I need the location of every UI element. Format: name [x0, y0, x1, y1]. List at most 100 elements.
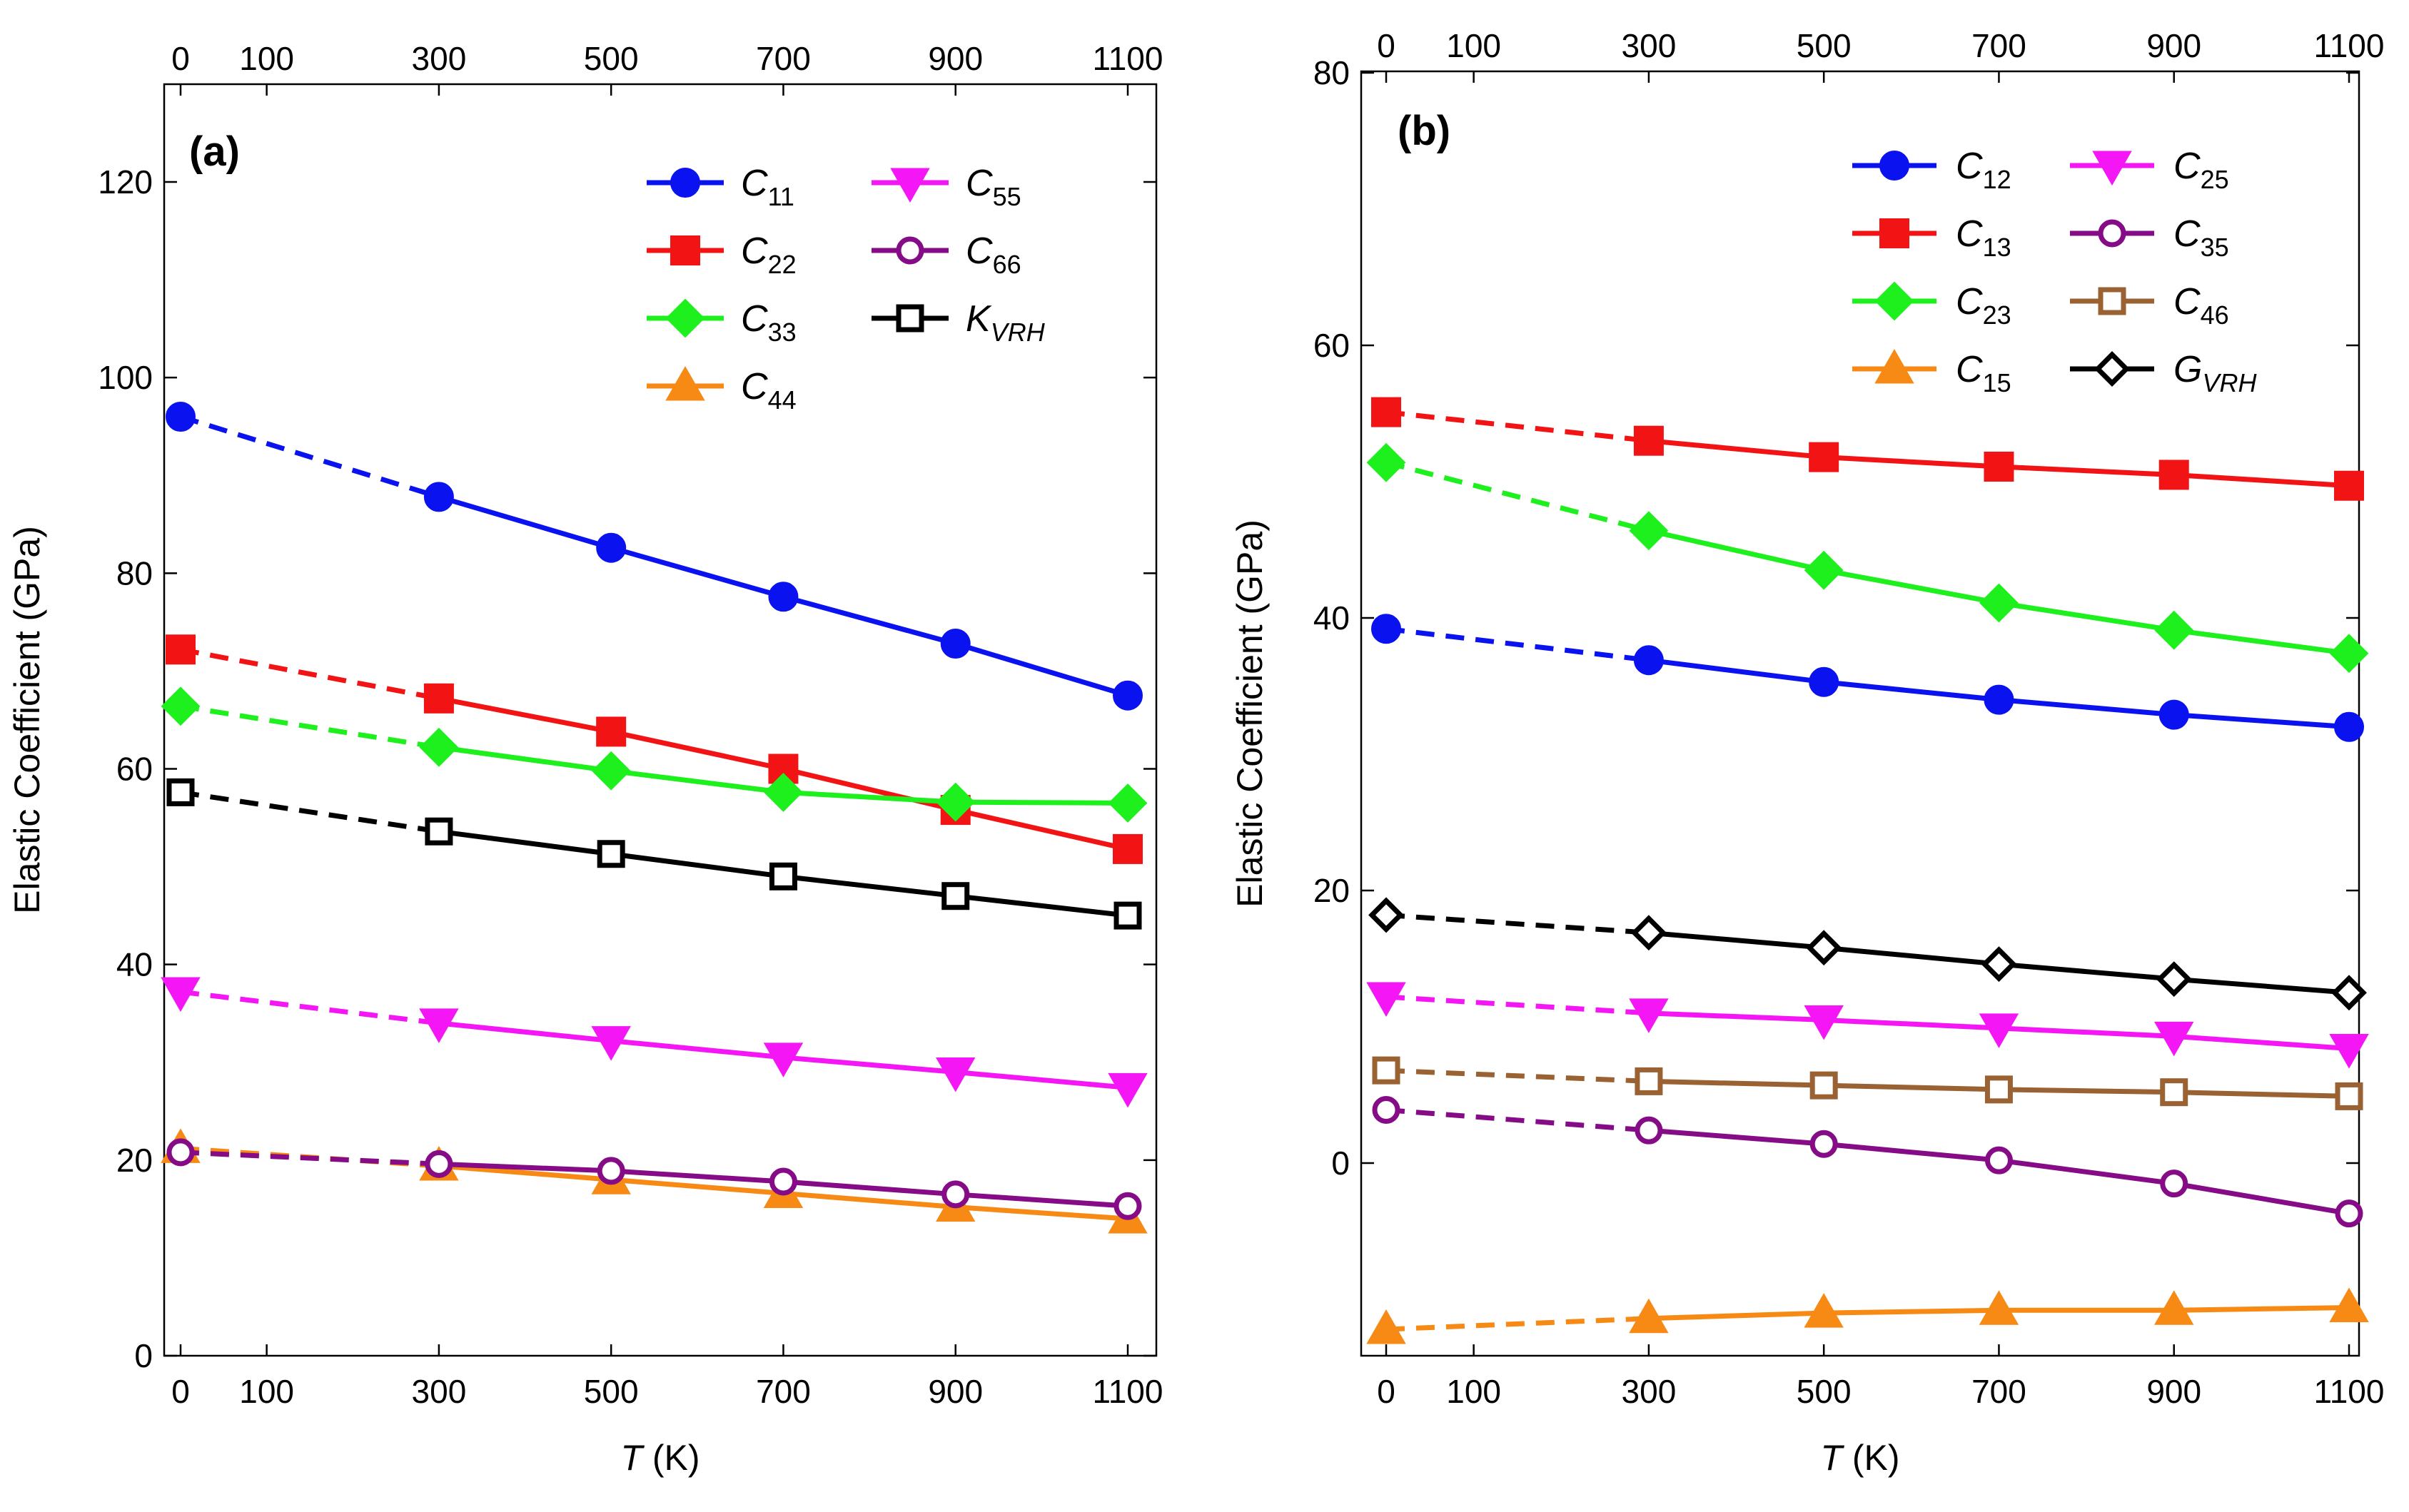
- panel-b-series-C23-point: [1804, 550, 1844, 590]
- panel-a-series-C33-point: [591, 751, 631, 791]
- panel-b-series-C12-point: [1633, 645, 1664, 676]
- panel-a-series-C33-point: [161, 686, 201, 726]
- panel-b-series-C13: [1371, 397, 2364, 501]
- panel-b-series-C46-point: [2160, 1078, 2188, 1107]
- panel-b-series-GVRH-point: [2331, 975, 2367, 1011]
- panel-a-series-C55-point: [161, 977, 201, 1013]
- panel-a-legend-marker-C11: [670, 168, 700, 198]
- panel-b-legend-marker-C46: [2098, 287, 2126, 315]
- panel-b-series-C35-point: [1372, 1096, 1400, 1125]
- panel-b-legend-label-C13-base: C: [1956, 213, 1983, 255]
- panel-b-legend-marker-C35: [2098, 219, 2126, 248]
- panel-a-series-C55-point: [936, 1057, 976, 1092]
- panel-b-x-tick-label-top: 1100: [2314, 27, 2385, 64]
- panel-b-legend-label-C13: C13: [1956, 213, 2011, 262]
- panel-a-legend-label-KVRH-base: K: [966, 298, 992, 340]
- panel-a-series-C11-point: [166, 402, 196, 432]
- panel-b-series-C23-point: [1629, 511, 1669, 551]
- panel-a-series-C11-point: [423, 482, 454, 512]
- panel-b-series-C15-point: [2329, 1287, 2369, 1322]
- panel-a-x-tick-label-top: 0: [171, 40, 190, 77]
- panel-b-series-C12-dashed-segment: [1385, 626, 1650, 663]
- panel-a-series-C66-point: [941, 1180, 970, 1209]
- panel-a-x-tick-label-bottom: 500: [584, 1373, 639, 1410]
- panel-b-series-C12-point: [2158, 699, 2189, 730]
- panel-b-legend-marker-C13: [1879, 218, 1909, 248]
- panel-b-series-C23-point: [1979, 583, 2019, 623]
- panel-b-series-C13-point: [2158, 460, 2189, 490]
- panel-a-series-C22-point: [166, 634, 196, 665]
- panel-a-series-C11-dashed-segment: [179, 414, 440, 499]
- panel-a-series-C33-point: [936, 782, 976, 822]
- panel-a-legend-label-C66-subscript: 66: [993, 250, 1021, 279]
- panel-b-x-tick-label-bottom: 100: [1446, 1373, 1501, 1410]
- panel-a-legend-entry-KVRH: KVRH: [872, 298, 1046, 347]
- panel-a-series-C22-point: [596, 716, 627, 747]
- panel-b-legend-label-GVRH-base: G: [2173, 349, 2202, 390]
- panel-b-legend-marker-C23: [1874, 281, 1914, 321]
- panel-a-x-tick-label-bottom: 700: [756, 1373, 811, 1410]
- panel-a-legend-label-C55-subscript: 55: [993, 182, 1021, 211]
- panel-a-y-tick-label: 100: [98, 359, 153, 396]
- panel-a-x-tick-label-bottom: 300: [412, 1373, 467, 1410]
- panel-a-legend-label-KVRH-subscript: VRH: [991, 318, 1046, 347]
- panel-b-y-tick-label: 0: [1331, 1145, 1350, 1182]
- panel-a-x-tick-label-bottom: 1100: [1093, 1373, 1163, 1410]
- panel-b-series-GVRH-point: [1368, 897, 1404, 933]
- panel-b-x-tick-label-bottom: 0: [1377, 1373, 1395, 1410]
- panel-b-series-C35-point: [1984, 1146, 2013, 1174]
- panel-a-series-C33-point: [764, 772, 803, 812]
- panel-b-series-C13-point: [1809, 442, 1839, 472]
- panel-b-legend-label-C35-subscript: 35: [2201, 233, 2229, 262]
- panel-b-x-tick-label-top: 700: [1971, 27, 2026, 64]
- panel-b-x-tick-label-bottom: 1100: [2314, 1373, 2385, 1410]
- panel-a-series-C66-point: [425, 1150, 453, 1178]
- panel-a-legend-label-C44-base: C: [741, 366, 768, 407]
- panel-a-series-C55-dashed-segment: [180, 989, 440, 1026]
- panel-a-legend-label-C44-subscript: 44: [768, 385, 797, 415]
- panel-b-series-C46-point: [1372, 1056, 1400, 1085]
- panel-b-series-C35: [1372, 1096, 2363, 1228]
- panel-a-x-tick-label-bottom: 100: [239, 1373, 294, 1410]
- panel-b-legend-label-C46-subscript: 46: [2201, 300, 2229, 330]
- panel-b-series-C35-dashed-segment: [1385, 1107, 1650, 1133]
- panel-a-legend-entry-C11: C11: [647, 163, 794, 211]
- panel-a-x-tick-label-bottom: 900: [928, 1373, 983, 1410]
- panel-b-series-C13-dashed-segment: [1385, 410, 1650, 444]
- panel-a-series-C11-point: [1113, 680, 1143, 711]
- panel-a-x-tick-label-top: 500: [584, 40, 639, 77]
- panel-b-series-C25-point: [1979, 1013, 2019, 1048]
- panel-a-x-axis-label-symbol: T: [620, 1438, 645, 1478]
- panel-b-series-GVRH: [1368, 897, 2367, 1011]
- panel-b-legend-marker-C25: [2092, 151, 2132, 186]
- panel-a-legend-label-C11: C11: [741, 163, 794, 211]
- panel-b-legend-marker-GVRH: [2094, 351, 2130, 387]
- panel-b-legend-label-C25-subscript: 25: [2201, 165, 2229, 194]
- panel-b-x-tick-label-top: 300: [1622, 27, 1677, 64]
- panel-b-series-C46-point: [1635, 1067, 1663, 1095]
- panel-b-series-GVRH-point: [1981, 946, 2017, 983]
- panel-b-legend-label-C23-base: C: [1956, 281, 1983, 323]
- panel-b-series-C25: [1366, 982, 2369, 1069]
- panel-a-series-KVRH-point: [941, 882, 970, 910]
- panel-a-series-C55-point: [763, 1042, 804, 1077]
- panel-b: 0 0 100 100 300 300 500 500 700 700 900 900 1100 1100…: [1230, 27, 2384, 1478]
- panel-b-legend-entry-C13: C13: [1852, 213, 2011, 262]
- panel-a-legend-marker-C22: [670, 235, 700, 265]
- panel-b-series-C23-point: [2329, 634, 2369, 674]
- panel-b-series-GVRH-dashed-segment: [1385, 912, 1650, 935]
- panel-b-series-C25-dashed-segment: [1385, 994, 1650, 1016]
- panel-b-legend-entry-C46: C46: [2070, 281, 2229, 330]
- panel-a-series-KVRH: [166, 778, 1142, 930]
- panel-b-legend-entry-C12: C12: [1852, 146, 2011, 194]
- panel-b-series-C25-point: [1366, 982, 1406, 1017]
- panel-a-series-C33-dashed-segment: [180, 704, 440, 750]
- panel-b-legend-entry-GVRH: GVRH: [2070, 349, 2257, 397]
- panel-a-series-C55-point: [1108, 1072, 1148, 1108]
- panel-b-x-tick-label-top: 900: [2146, 27, 2201, 64]
- panel-a-series-C66-point: [166, 1138, 195, 1167]
- panel-a-legend-marker-C55: [890, 168, 930, 203]
- panel-a-legend-label-C33: C33: [741, 298, 797, 347]
- panel-a-x-tick-label-top: 1100: [1093, 40, 1163, 77]
